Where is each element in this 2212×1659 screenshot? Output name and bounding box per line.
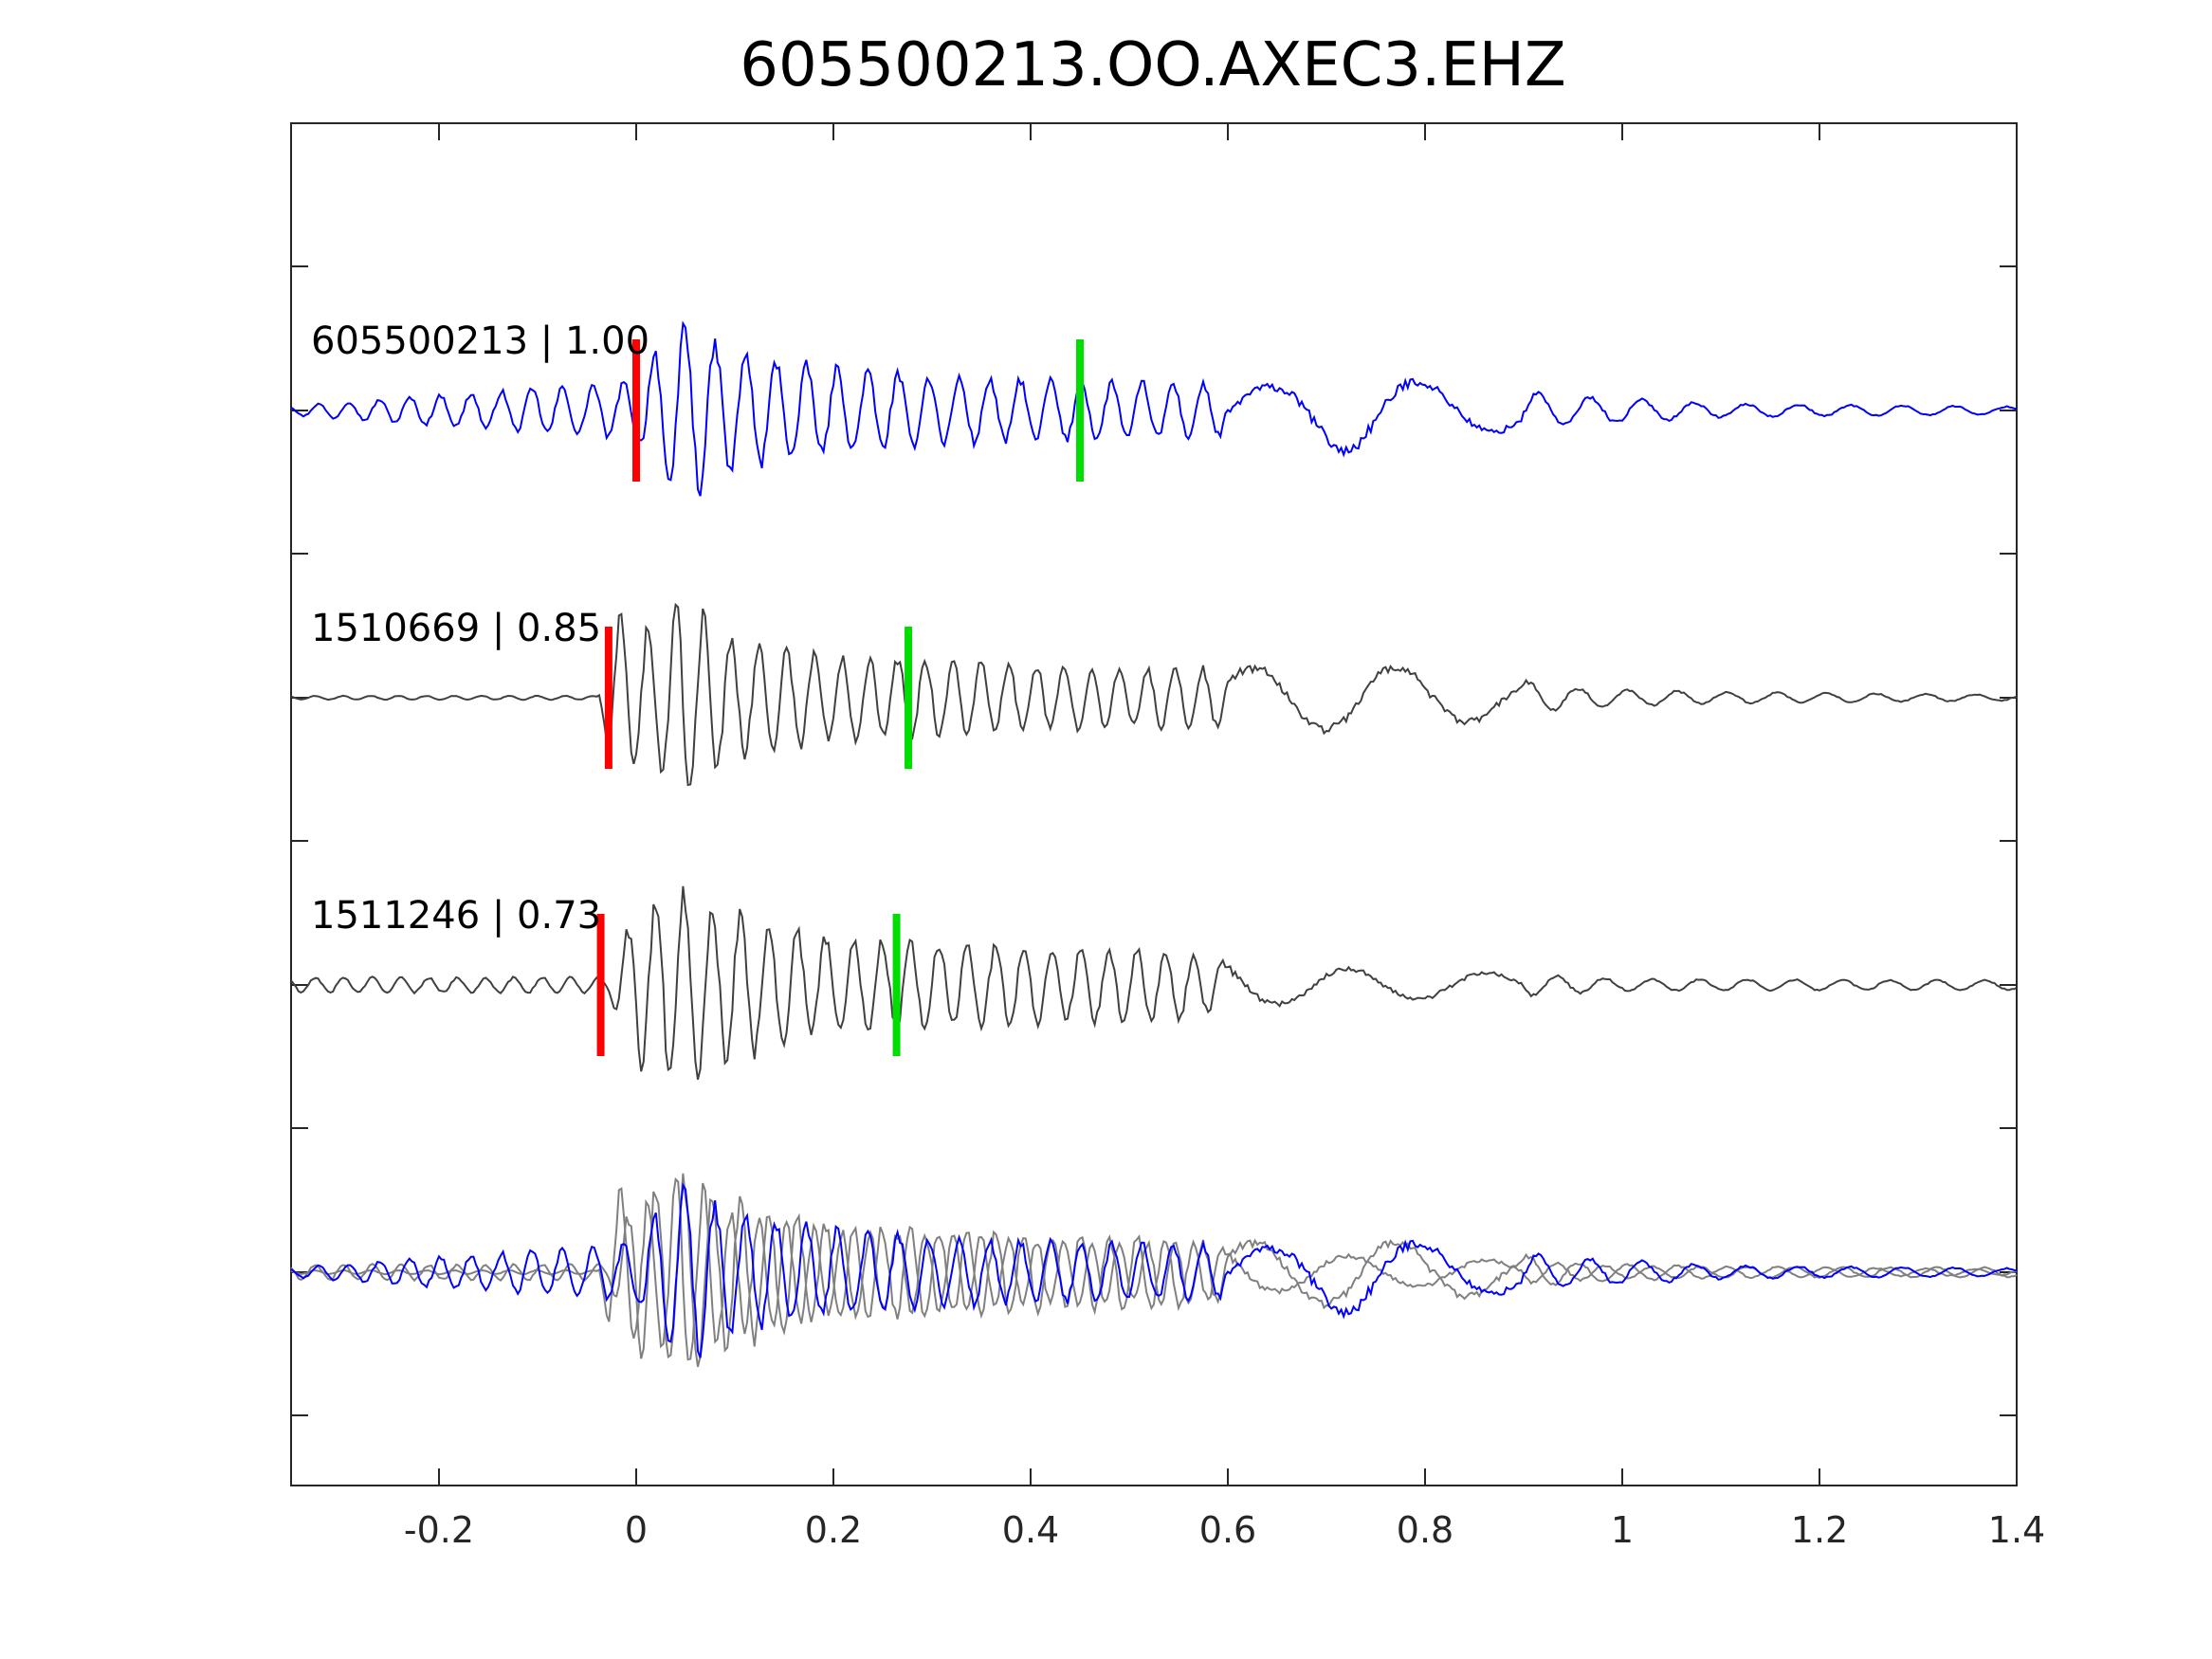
trace-label: 605500213 | 1.00 [311, 319, 649, 363]
trace-line-1510669 [290, 602, 2018, 787]
x-tick-label: 0 [625, 1509, 648, 1551]
chart-title: 605500213.OO.AXEC3.EHZ [740, 30, 1566, 100]
traces [290, 320, 2018, 1081]
x-tick-label: 1 [1611, 1509, 1634, 1551]
x-tick-label: 0.2 [805, 1509, 862, 1551]
overlay-line-1510669 [290, 1176, 2018, 1361]
trace-label: 1511246 | 0.73 [311, 894, 601, 938]
trace-label: 1510669 | 0.85 [311, 607, 601, 650]
overlay-line-605500213 [290, 1182, 2018, 1358]
x-tick-label: 0.8 [1397, 1509, 1453, 1551]
trace-labels: 605500213 | 1.00 1510669 | 0.85 1511246 | … [311, 319, 649, 938]
overlay-traces [290, 1173, 2018, 1368]
trace-line-605500213 [290, 320, 2018, 497]
trace-line-1511246 [290, 885, 2018, 1081]
x-tick-label: 0.4 [1002, 1509, 1059, 1551]
x-axis: -0.2 0 0.2 0.4 0.6 0.8 1 1.2 1.4 [404, 123, 2045, 1551]
x-tick-label: -0.2 [404, 1509, 474, 1551]
x-tick-label: 0.6 [1199, 1509, 1256, 1551]
y-ticks [291, 265, 2017, 1416]
plot-frame [290, 122, 2018, 1486]
x-tick-label: 1.2 [1791, 1509, 1848, 1551]
x-tick-label: 1.4 [1988, 1509, 2045, 1551]
